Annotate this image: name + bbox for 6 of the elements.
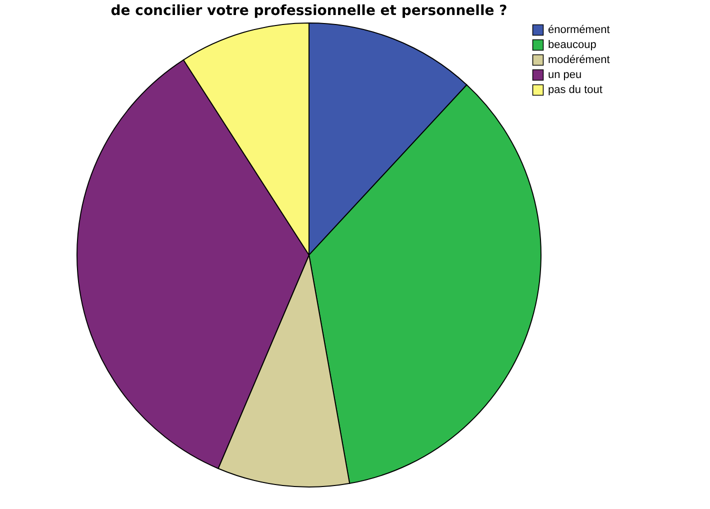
legend-label: beaucoup <box>548 39 596 51</box>
chart-title: de concilier votre professionnelle et personnelle ? <box>110 3 508 19</box>
legend-label: énormément <box>548 24 610 36</box>
legend-label: modérément <box>548 54 610 66</box>
legend-label: pas du tout <box>548 84 602 96</box>
legend-label: un peu <box>548 69 582 81</box>
